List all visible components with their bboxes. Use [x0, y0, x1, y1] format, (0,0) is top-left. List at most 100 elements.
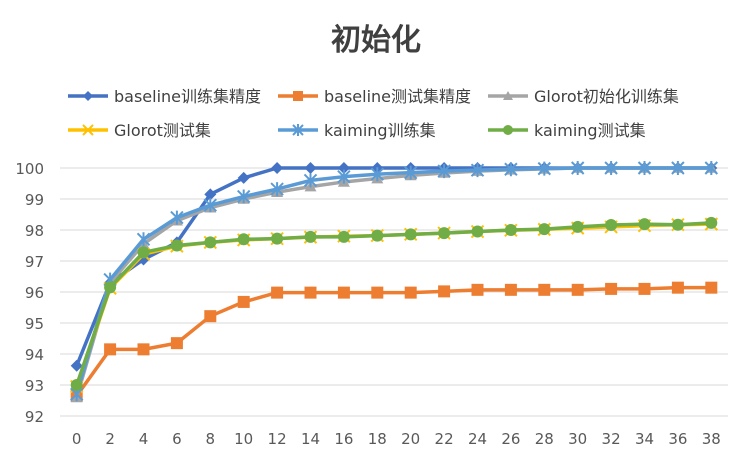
- circle-marker: [672, 219, 684, 231]
- x-tick-label: 38: [702, 430, 721, 448]
- legend-label: baseline训练集精度: [114, 87, 261, 106]
- circle-marker: [338, 231, 350, 243]
- x-tick-label: 16: [334, 430, 353, 448]
- circle-marker: [505, 224, 517, 236]
- square-marker: [505, 284, 517, 296]
- square-marker: [538, 284, 550, 296]
- circle-marker: [271, 233, 283, 245]
- legend-item: kaiming训练集: [278, 121, 436, 140]
- series-6: [71, 217, 718, 391]
- circle-marker: [305, 231, 317, 243]
- y-tick-label: 94: [25, 346, 44, 364]
- legend-item: Glorot测试集: [68, 121, 211, 140]
- circle-marker: [204, 236, 216, 248]
- x-tick-label: 20: [401, 430, 420, 448]
- x-tick-label: 6: [172, 430, 182, 448]
- legend-item: baseline训练集精度: [68, 87, 261, 106]
- y-tick-label: 97: [25, 253, 44, 271]
- diamond-marker: [305, 162, 317, 174]
- x-tick-label: 24: [468, 430, 487, 448]
- series-group: [71, 161, 718, 402]
- square-marker: [204, 310, 216, 322]
- square-marker: [104, 343, 116, 355]
- y-axis: 92 93 94 95 96 97 98 99 100: [15, 160, 44, 426]
- square-marker: [271, 287, 283, 299]
- series-4: [71, 218, 718, 392]
- legend-label: Glorot测试集: [114, 121, 211, 140]
- series-5: [71, 161, 718, 401]
- y-tick-label: 99: [25, 191, 44, 209]
- circle-marker: [438, 227, 450, 239]
- x-tick-label: 26: [501, 430, 520, 448]
- x-tick-label: 28: [535, 430, 554, 448]
- x-tick-label: 18: [368, 430, 387, 448]
- square-marker: [605, 283, 617, 295]
- legend-label: kaiming训练集: [324, 121, 436, 140]
- x-tick-label: 32: [602, 430, 621, 448]
- square-marker: [338, 287, 350, 299]
- circle-marker: [503, 125, 513, 135]
- x-tick-label: 14: [301, 430, 320, 448]
- chart-title: 初始化: [331, 23, 421, 58]
- circle-marker: [572, 221, 584, 233]
- series-1: [71, 162, 718, 372]
- x-tick-label: 10: [234, 430, 253, 448]
- square-marker: [405, 287, 417, 299]
- x-tick-label: 8: [206, 430, 216, 448]
- circle-marker: [371, 230, 383, 242]
- square-marker: [305, 287, 317, 299]
- circle-marker: [171, 240, 183, 252]
- circle-marker: [405, 228, 417, 240]
- x-axis: 0 2 4 6 8 10 12 14 16 18 20 22 24 26 28 30 32 34 36 38: [72, 430, 721, 448]
- y-tick-label: 93: [25, 377, 44, 395]
- legend-label: kaiming测试集: [534, 121, 646, 140]
- square-marker: [572, 284, 584, 296]
- circle-marker: [238, 233, 250, 245]
- x-tick-label: 0: [72, 430, 82, 448]
- series-line: [77, 168, 712, 366]
- legend-item: kaiming测试集: [488, 121, 646, 140]
- diamond-marker: [83, 91, 93, 101]
- y-tick-label: 100: [15, 160, 44, 178]
- square-marker: [472, 284, 484, 296]
- diamond-marker: [271, 162, 283, 174]
- circle-marker: [104, 281, 116, 293]
- circle-marker: [138, 246, 150, 258]
- square-marker: [293, 91, 303, 101]
- x-tick-label: 12: [268, 430, 287, 448]
- y-tick-label: 95: [25, 315, 44, 333]
- circle-marker: [639, 218, 651, 230]
- circle-marker: [538, 223, 550, 235]
- legend-item: baseline测试集精度: [278, 87, 471, 106]
- square-marker: [438, 285, 450, 297]
- series-2: [71, 282, 718, 402]
- series-3: [71, 162, 718, 402]
- series-line: [77, 168, 712, 394]
- y-tick-label: 96: [25, 284, 44, 302]
- square-marker: [705, 282, 717, 294]
- square-marker: [171, 337, 183, 349]
- legend-item: Glorot初始化训练集: [488, 87, 679, 106]
- x-tick-label: 2: [105, 430, 115, 448]
- legend: baseline训练集精度 baseline测试集精度 Glorot初始化训练集 Gl…: [68, 87, 679, 140]
- square-marker: [138, 343, 150, 355]
- legend-label: Glorot初始化训练集: [534, 87, 679, 106]
- x-tick-label: 36: [668, 430, 687, 448]
- x-tick-label: 22: [435, 430, 454, 448]
- square-marker: [238, 296, 250, 308]
- square-marker: [672, 282, 684, 294]
- x-tick-label: 4: [139, 430, 149, 448]
- x-tick-label: 34: [635, 430, 654, 448]
- y-tick-label: 98: [25, 222, 44, 240]
- legend-label: baseline测试集精度: [324, 87, 471, 106]
- x-tick-label: 30: [568, 430, 587, 448]
- circle-marker: [705, 217, 717, 229]
- circle-marker: [71, 379, 83, 391]
- circle-marker: [605, 219, 617, 231]
- square-marker: [371, 287, 383, 299]
- y-tick-label: 92: [25, 408, 44, 426]
- diamond-marker: [238, 172, 250, 184]
- series-line: [77, 168, 712, 397]
